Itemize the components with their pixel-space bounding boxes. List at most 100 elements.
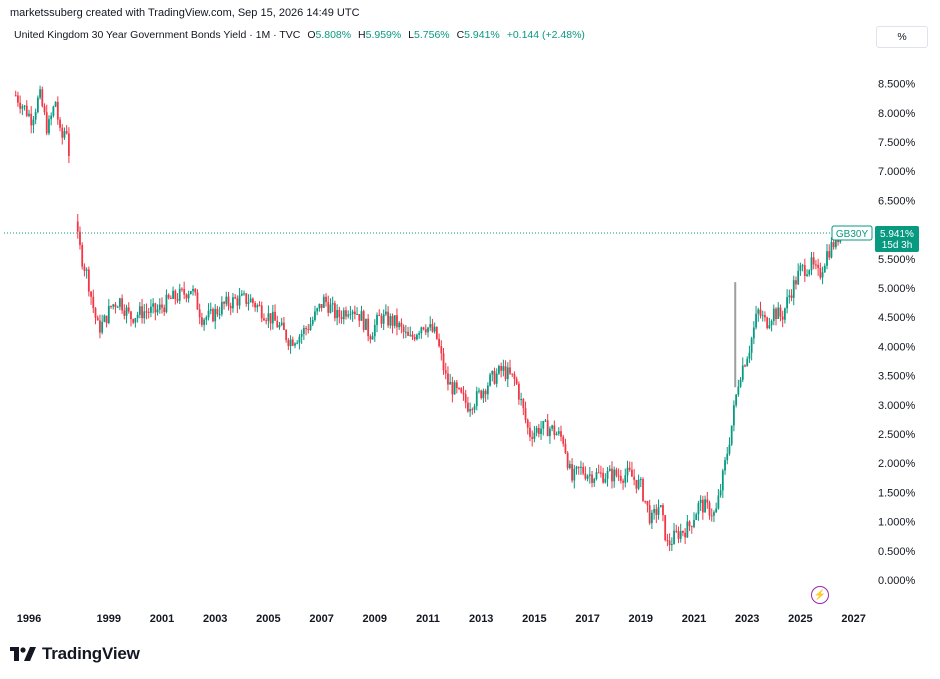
candle-body xyxy=(287,340,290,347)
brand-name: TradingView xyxy=(42,644,140,663)
candle-body xyxy=(566,452,569,469)
candle-body xyxy=(21,106,24,109)
candle-body xyxy=(679,531,682,539)
candle-body xyxy=(198,309,201,318)
candle-body xyxy=(296,342,299,344)
candle-body xyxy=(766,317,769,329)
candle-body xyxy=(112,304,115,307)
y-tick-label: 0.500% xyxy=(878,546,916,558)
candle-body xyxy=(783,308,786,320)
candle-body xyxy=(402,326,405,332)
candle-body xyxy=(803,265,806,276)
candle-body xyxy=(338,309,341,318)
candle-body xyxy=(101,321,104,333)
candle-body xyxy=(427,327,429,333)
candle-body xyxy=(821,272,824,278)
candle-body xyxy=(349,314,352,316)
x-tick-label: 2005 xyxy=(256,613,280,625)
candle-body xyxy=(145,311,148,313)
candle-body xyxy=(309,324,312,330)
candle-body xyxy=(85,269,88,271)
candle-body xyxy=(597,472,600,474)
candle-body xyxy=(728,444,731,454)
candle-body xyxy=(635,479,638,489)
candle-body xyxy=(611,468,613,482)
candle-body xyxy=(163,307,166,313)
candle-body xyxy=(693,519,695,528)
candle-body xyxy=(486,385,489,395)
y-tick-label: 5.500% xyxy=(878,254,916,266)
candle-body xyxy=(737,386,740,395)
candle-body xyxy=(779,307,782,317)
candle-body xyxy=(498,365,500,374)
x-tick-label: 2015 xyxy=(522,613,546,625)
candle-body xyxy=(251,298,254,304)
candle-body xyxy=(790,295,793,298)
x-tick-label: 2011 xyxy=(416,613,440,625)
candle-body xyxy=(650,512,653,524)
candle-body xyxy=(662,505,664,516)
candle-body xyxy=(407,331,409,336)
candle-body xyxy=(365,318,367,330)
candle-body xyxy=(801,265,804,267)
symbol-title: United Kingdom 30 Year Government Bonds … xyxy=(14,29,301,41)
candle-body xyxy=(54,101,57,107)
candle-body xyxy=(535,427,538,433)
candle-body xyxy=(391,316,394,326)
x-tick-label: 2013 xyxy=(469,613,493,625)
y-tick-label: 0.000% xyxy=(878,575,916,587)
candle-body xyxy=(757,309,760,314)
candle-body xyxy=(105,315,108,324)
candle-body xyxy=(806,274,808,276)
candle-body xyxy=(713,512,715,516)
candle-body xyxy=(424,329,427,333)
candle-body xyxy=(546,420,549,437)
candle-body xyxy=(677,531,680,539)
candle-body xyxy=(183,289,186,295)
candle-body xyxy=(420,327,423,334)
candle-body xyxy=(562,436,565,444)
candle-body xyxy=(453,382,456,395)
candle-body xyxy=(440,346,443,354)
candle-body xyxy=(666,540,669,542)
candle-body xyxy=(726,453,729,461)
candle-body xyxy=(462,392,465,395)
candle-body xyxy=(484,390,487,395)
candle-body xyxy=(540,428,542,435)
candle-body xyxy=(706,499,709,503)
percent-scale-button[interactable]: % xyxy=(876,26,928,48)
candle-body xyxy=(216,308,219,315)
candle-body xyxy=(256,305,259,308)
candle-body xyxy=(564,443,567,453)
candle-body xyxy=(347,314,350,317)
candle-body xyxy=(642,478,644,501)
candle-body xyxy=(772,308,775,322)
candle-body xyxy=(438,338,440,347)
candle-body xyxy=(659,505,662,508)
x-tick-label: 1996 xyxy=(17,613,41,625)
candle-body xyxy=(591,474,593,483)
candle-body xyxy=(336,309,339,319)
lightning-icon[interactable]: ⚡ xyxy=(811,586,829,604)
candle-body xyxy=(331,303,334,305)
y-tick-label: 5.000% xyxy=(878,283,916,295)
candle-body xyxy=(150,306,152,313)
candle-body xyxy=(280,322,283,325)
symbol-legend[interactable]: United Kingdom 30 Year Government Bonds … xyxy=(14,29,585,41)
candle-body xyxy=(234,297,237,299)
candle-body xyxy=(810,257,813,271)
x-tick-label: 2023 xyxy=(735,613,759,625)
candle-body xyxy=(473,406,476,410)
candle-body xyxy=(322,296,325,308)
candle-body xyxy=(278,324,281,328)
candle-body xyxy=(340,317,343,320)
candle-body xyxy=(444,370,447,374)
candle-body xyxy=(817,264,820,268)
candle-body xyxy=(17,95,19,103)
candle-body xyxy=(285,329,288,341)
candle-body xyxy=(626,467,629,476)
candle-body xyxy=(192,288,194,292)
candle-body xyxy=(595,472,598,479)
candle-body xyxy=(32,119,35,126)
